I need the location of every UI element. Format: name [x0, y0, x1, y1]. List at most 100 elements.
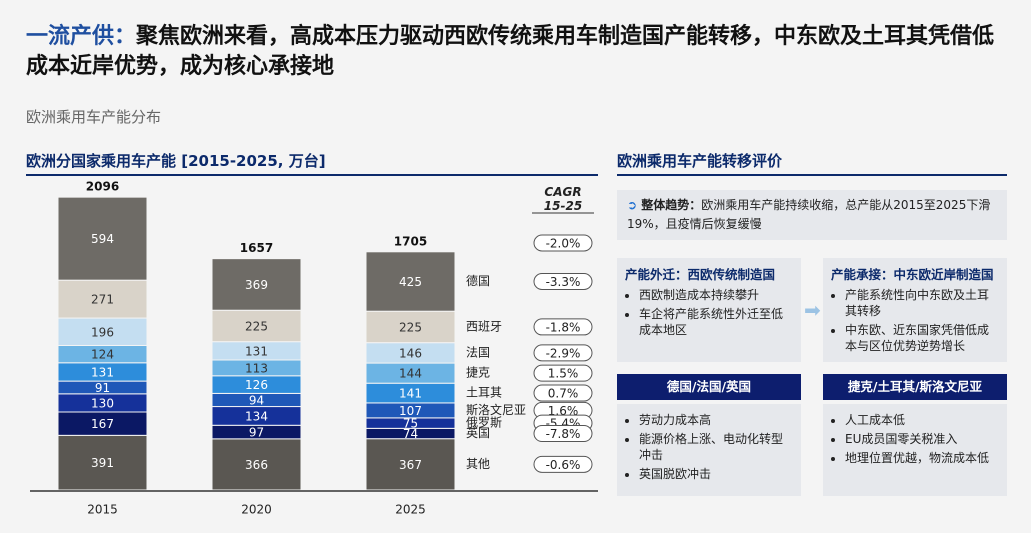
- bullet: 车企将产能系统性外迁至低成本地区: [639, 306, 793, 338]
- legend-label: 土耳其: [466, 386, 502, 400]
- value-label: 126: [245, 378, 268, 392]
- legend-label: 俄罗斯: [466, 416, 502, 430]
- value-label: 134: [245, 409, 268, 423]
- trend-label: 整体趋势：: [641, 198, 702, 212]
- value-label: 74: [403, 427, 418, 441]
- arrow: ➡: [804, 298, 821, 322]
- value-label: 130: [91, 396, 114, 410]
- value-label: 124: [91, 348, 114, 362]
- bullet: EU成员国零关税准入: [845, 431, 999, 447]
- legend-label: 法国: [466, 345, 490, 359]
- card: 产能外迁：西欧传统制造国 西欧制造成本持续攀升车企将产能系统性外迁至低成本地区: [617, 258, 801, 362]
- chart-title: 欧洲分国家乘用车产能 [2015-2025, 万台]: [26, 152, 326, 170]
- value-label: 271: [91, 293, 114, 307]
- x-tick-label: 2020: [241, 503, 272, 517]
- bullet: 能源价格上涨、电动化转型冲击: [639, 431, 793, 463]
- legend-label: 英国: [466, 426, 490, 440]
- value-label: 75: [403, 417, 418, 431]
- legend-label: 其他: [466, 457, 490, 471]
- value-label: 131: [245, 344, 268, 358]
- legend-label: 西班牙: [466, 319, 502, 333]
- cagr-pill: [533, 344, 593, 362]
- bullet: 英国脱欧冲击: [639, 466, 793, 482]
- cagr-label: -0.6%: [546, 458, 581, 472]
- bar-segment: [365, 310, 456, 344]
- value-label: 113: [245, 361, 268, 375]
- bullet: 产能系统性向中东欧及土耳其转移: [845, 287, 999, 319]
- cagr-label: -7.8%: [546, 427, 581, 441]
- group-band: 德国/法国/英国: [617, 374, 801, 400]
- card-heading: 产能外迁：西欧传统制造国: [625, 267, 776, 282]
- value-label: 97: [249, 426, 264, 440]
- bullet: 劳动力成本高: [639, 412, 793, 428]
- title: 一流产供：聚焦欧洲来看，高成本压力驱动西欧传统乘用车制造国产能转移，中东欧及土耳…: [26, 22, 1016, 82]
- value-label: 167: [91, 417, 114, 431]
- title-highlight: 一流产供：: [26, 24, 137, 49]
- cagr-pill: [533, 273, 593, 291]
- bullets: 西欧制造成本持续攀升车企将产能系统性外迁至低成本地区: [625, 287, 793, 338]
- total-label: 1705: [394, 234, 427, 248]
- value-label: 366: [245, 458, 268, 472]
- cagr-label: 1.6%: [548, 404, 579, 418]
- value-label: 107: [399, 404, 422, 418]
- cagr-title: CAGR 15-25: [544, 185, 582, 213]
- rule: [617, 174, 1007, 176]
- card: 人工成本低 EU成员国零关税准入地理位置优越，物流成本低: [823, 404, 1007, 496]
- bar-segment: [365, 251, 456, 312]
- value-label: 594: [91, 232, 114, 246]
- value-label: 225: [399, 320, 422, 334]
- bullet: 人工成本低: [845, 412, 999, 428]
- value-label: 94: [249, 393, 264, 407]
- group-band: 捷克/土耳其/斯洛文尼亚: [823, 374, 1007, 400]
- value-label: 369: [245, 278, 268, 292]
- cagr-pill: [533, 364, 593, 382]
- bullet: 西欧制造成本持续攀升: [639, 287, 793, 303]
- total-label: 2096: [86, 180, 119, 194]
- cagr-label: 0.7%: [548, 387, 579, 401]
- bar-segment: [57, 196, 148, 281]
- bar-segment: [211, 258, 302, 311]
- bar-segment: [57, 434, 148, 491]
- bar-segment: [57, 317, 148, 346]
- card-heading: 产能承接：中东欧近岸制造国: [831, 267, 994, 282]
- x-tick-label: 2025: [395, 503, 426, 517]
- x-tick-label: 2015: [87, 503, 118, 517]
- cagr-label: -2.9%: [546, 346, 581, 360]
- cagr-label: -3.3%: [546, 275, 581, 289]
- bullet: 中东欧、近东国家凭借低成本与区位优势逆势增长: [845, 322, 999, 354]
- card: 产能承接：中东欧近岸制造国 产能系统性向中东欧及土耳其转移中东欧、近东国家凭借低…: [823, 258, 1007, 362]
- bullet: 地理位置优越，物流成本低: [845, 450, 999, 466]
- legend-label: 德国: [466, 273, 490, 288]
- bar-segment: [211, 438, 302, 491]
- title-text: 聚焦欧洲来看，高成本压力驱动西欧传统乘用车制造国产能转移，中东欧及土耳其凭借低成…: [26, 24, 995, 79]
- bar-segment: [57, 279, 148, 319]
- panel-title: 欧洲乘用车产能转移评价: [617, 152, 783, 170]
- cagr-pill: [533, 455, 593, 473]
- value-label: 196: [91, 325, 114, 339]
- bullets: 劳动力成本高能源价格上涨、电动化转型冲击英国脱欧冲击: [625, 412, 793, 482]
- cagr-pill: [533, 234, 593, 252]
- trend-text: 欧洲乘用车产能持续收缩，总产能从2015至2025下滑19%，且疫情后恢复缓慢: [627, 198, 991, 231]
- value-label: 391: [91, 456, 114, 470]
- total-label: 1657: [240, 241, 273, 255]
- value-label: 131: [91, 365, 114, 379]
- cagr-label: 1.5%: [548, 367, 579, 381]
- cagr-pill: [533, 384, 593, 402]
- trend-box: ➲ 整体趋势：欧洲乘用车产能持续收缩，总产能从2015至2025下滑19%，且疫…: [617, 190, 1007, 240]
- value-label: 144: [399, 367, 422, 381]
- card: 劳动力成本高能源价格上涨、电动化转型冲击英国脱欧冲击: [617, 404, 801, 496]
- legend-label: 捷克: [466, 366, 490, 380]
- rule: [26, 174, 598, 176]
- cagr-pill: [533, 425, 593, 443]
- value-label: 225: [245, 319, 268, 333]
- cagr-label: -1.8%: [546, 320, 581, 334]
- bullets: 人工成本低 EU成员国零关税准入地理位置优越，物流成本低: [831, 412, 999, 466]
- legend-label: 斯洛文尼亚: [466, 402, 526, 417]
- bullets: 产能系统性向中东欧及土耳其转移中东欧、近东国家凭借低成本与区位优势逆势增长: [831, 287, 999, 354]
- bar-segment: [365, 438, 456, 491]
- value-label: 141: [399, 387, 422, 401]
- value-label: 91: [95, 381, 110, 395]
- cagr-pill: [533, 318, 593, 336]
